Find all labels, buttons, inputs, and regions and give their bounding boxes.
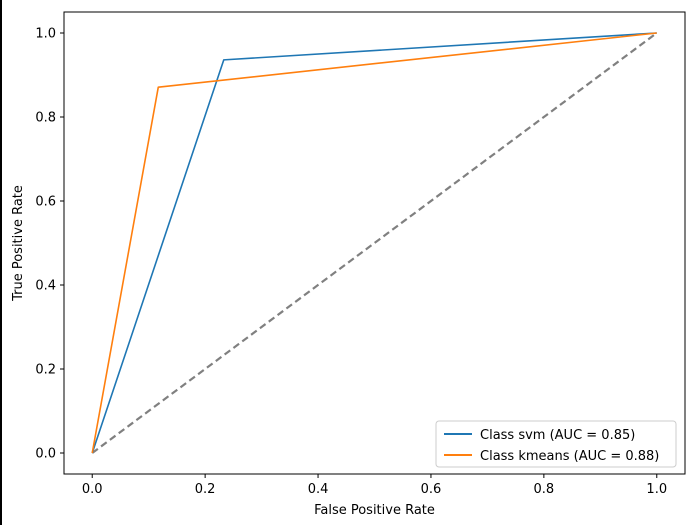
y-tick-label: 1.0 <box>35 27 56 42</box>
legend-label-kmeans: Class kmeans (AUC = 0.88) <box>480 449 659 464</box>
y-tick-label: 0.4 <box>35 279 56 294</box>
x-tick-label: 0.4 <box>308 482 329 497</box>
x-tick-label: 0.8 <box>534 482 555 497</box>
y-tick-label: 0.0 <box>35 447 56 462</box>
series-line-kmeans <box>91 32 657 454</box>
plot-area: 0.0 0.2 0.4 0.6 0.8 1.0 0.0 0.2 0.4 0.6 0.8 1.0 <box>35 11 686 497</box>
reference-diagonal-line <box>91 32 658 454</box>
x-tick-label: 0.0 <box>82 482 103 497</box>
y-axis-label: True Positive Rate <box>11 185 26 302</box>
x-tick-label: 0.2 <box>195 482 216 497</box>
legend-frame <box>435 420 677 468</box>
x-tick-label: 1.0 <box>646 482 667 497</box>
legend: Class svm (AUC = 0.85) Class kmeans (AUC… <box>435 420 677 468</box>
y-tick-label: 0.2 <box>35 363 56 378</box>
series-line-svm <box>91 32 657 454</box>
axes-frame <box>63 11 686 475</box>
x-axis-label: False Positive Rate <box>314 503 435 518</box>
y-tick-label: 0.8 <box>35 111 56 126</box>
legend-label-svm: Class svm (AUC = 0.85) <box>480 428 635 443</box>
x-tick-label: 0.6 <box>421 482 442 497</box>
y-tick-label: 0.6 <box>35 195 56 210</box>
